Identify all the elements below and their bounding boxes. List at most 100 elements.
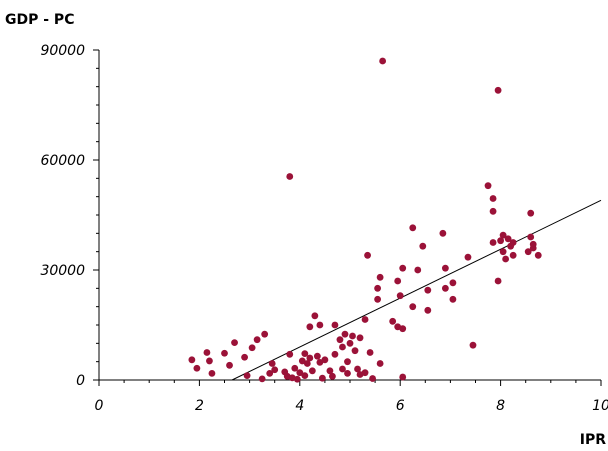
data-point (253, 336, 261, 344)
data-point (308, 367, 316, 375)
data-point (243, 372, 251, 379)
data-point (449, 279, 457, 287)
trendline-group (231, 199, 602, 381)
data-point (379, 57, 387, 65)
tick-labels: 0 2 4 6 8 10 0 30000 60000 90000 (40, 43, 608, 414)
data-point (339, 343, 346, 351)
data-point (509, 239, 517, 246)
data-point (301, 372, 309, 379)
data-point (316, 359, 324, 366)
data-point (206, 357, 213, 365)
data-point (349, 332, 356, 340)
data-point (193, 364, 201, 372)
data-point (376, 360, 384, 367)
x-tick-label: 4 (295, 398, 304, 414)
data-point (354, 365, 361, 373)
data-point (301, 350, 309, 357)
data-point (298, 357, 306, 365)
data-point (524, 248, 532, 256)
data-point (489, 195, 497, 202)
data-point (344, 358, 351, 366)
data-point (331, 350, 339, 358)
data-point (339, 365, 346, 373)
data-point (258, 375, 266, 383)
data-point (389, 317, 397, 325)
data-point (374, 284, 382, 292)
data-point (321, 356, 329, 364)
data-point (494, 277, 502, 285)
data-point (419, 242, 427, 250)
data-point (356, 334, 364, 342)
data-point (351, 347, 359, 355)
data-point (361, 369, 369, 377)
axes (93, 49, 602, 386)
data-point (266, 370, 274, 377)
data-point (489, 207, 497, 215)
data-point (364, 251, 371, 259)
y-axis-title: GDP - PC (5, 12, 74, 28)
x-axis-title: IPR (580, 432, 606, 448)
data-point (286, 173, 294, 180)
data-point (326, 367, 334, 375)
data-point (261, 330, 269, 338)
data-point (366, 349, 374, 356)
data-point (306, 323, 314, 331)
trendline (231, 199, 602, 381)
data-point (497, 237, 504, 245)
data-point (226, 361, 233, 369)
y-tick-label: 90000 (40, 43, 85, 59)
y-tick-label: 60000 (40, 153, 85, 169)
data-point (399, 325, 407, 333)
data-point (394, 277, 402, 285)
data-point (504, 235, 512, 243)
y-tick-label: 0 (76, 373, 85, 389)
y-tick-label: 30000 (40, 263, 85, 279)
data-point (509, 251, 517, 259)
data-point (469, 341, 477, 349)
data-point (439, 229, 447, 237)
data-point (527, 233, 535, 241)
data-point (409, 224, 417, 232)
data-point (424, 286, 432, 294)
x-tick-label: 8 (496, 398, 505, 414)
data-point (268, 360, 276, 367)
data-point (303, 360, 311, 367)
data-points (188, 57, 542, 383)
x-tick-label: 6 (396, 398, 405, 414)
data-point (344, 370, 351, 377)
data-point (499, 231, 507, 239)
data-point (286, 350, 294, 358)
data-point (464, 253, 472, 261)
data-point (313, 352, 321, 360)
data-point (188, 356, 196, 364)
data-point (494, 86, 502, 94)
data-point (291, 364, 299, 372)
data-point (374, 295, 382, 303)
x-tick-label: 2 (195, 398, 204, 414)
data-point (399, 264, 407, 272)
data-point (306, 354, 314, 362)
data-point (484, 182, 492, 190)
data-point (502, 255, 510, 263)
data-point (449, 295, 457, 303)
data-point (396, 292, 404, 300)
data-point (414, 266, 422, 274)
data-point (369, 375, 376, 382)
data-point (336, 336, 344, 344)
data-point (534, 251, 542, 259)
data-point (331, 321, 339, 329)
data-point (203, 349, 211, 356)
data-point (296, 369, 304, 377)
data-point (208, 370, 216, 377)
data-point (376, 273, 384, 281)
data-point (424, 306, 432, 314)
data-point (311, 312, 319, 320)
data-point (441, 284, 449, 292)
data-point (489, 239, 497, 246)
data-point (441, 264, 449, 272)
data-point (241, 353, 248, 361)
x-tick-label: 0 (95, 398, 104, 414)
data-point (346, 339, 354, 347)
data-point (399, 373, 407, 381)
